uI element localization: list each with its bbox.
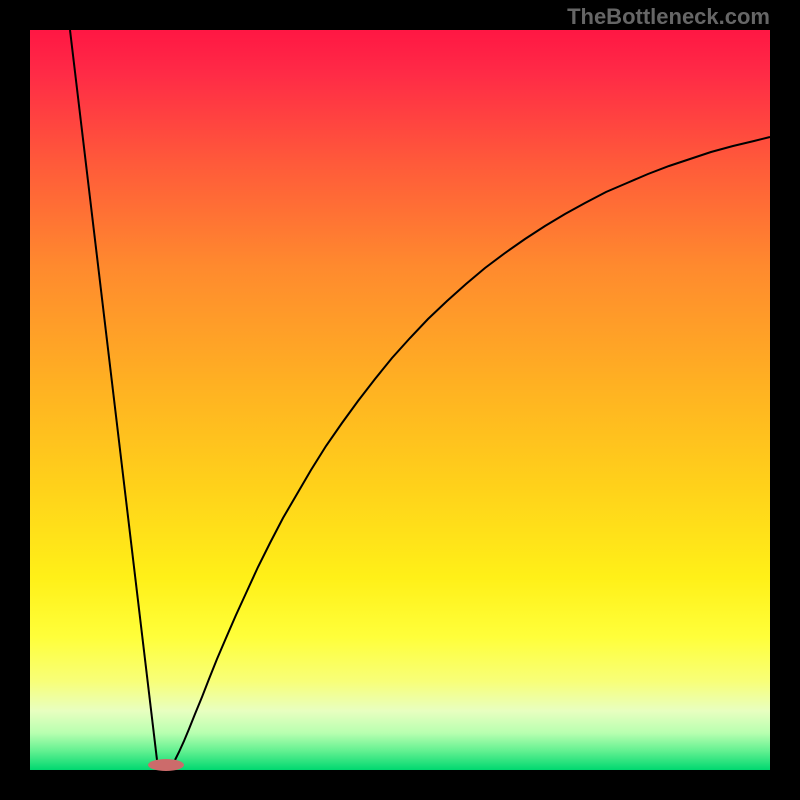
curve-left <box>70 30 157 760</box>
curves-layer <box>0 0 800 800</box>
plot-area <box>30 30 770 770</box>
chart-container: TheBottleneck.com <box>0 0 800 800</box>
bottleneck-marker <box>148 759 184 771</box>
curve-right <box>175 137 770 760</box>
